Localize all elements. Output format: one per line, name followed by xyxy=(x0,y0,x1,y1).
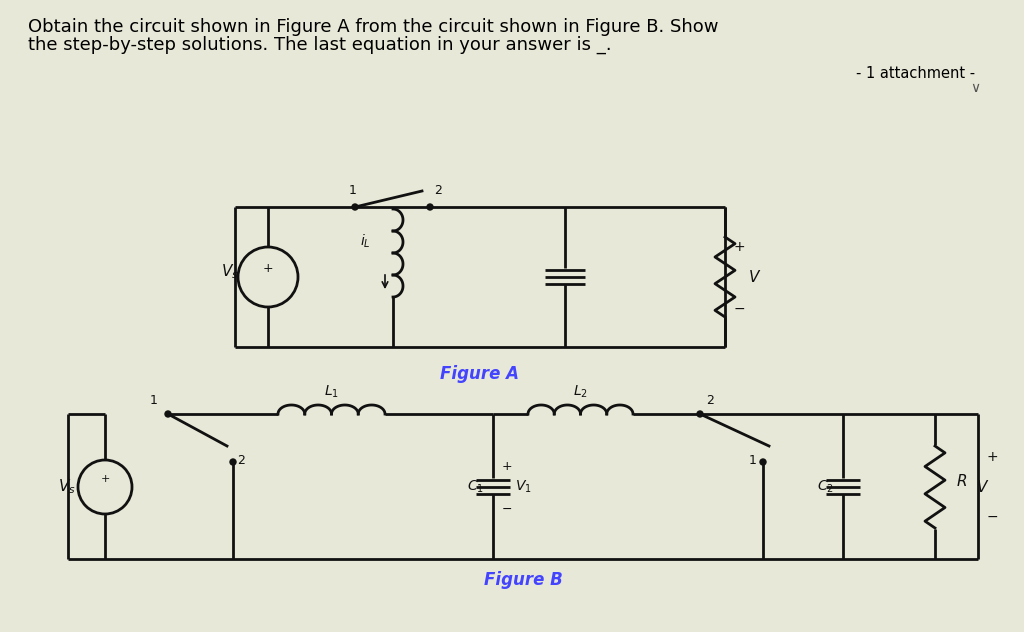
Circle shape xyxy=(760,459,766,465)
Text: V: V xyxy=(749,269,760,284)
Text: −: − xyxy=(733,302,744,316)
Text: Figure B: Figure B xyxy=(483,571,562,589)
Text: ∨: ∨ xyxy=(970,81,980,95)
Text: 2: 2 xyxy=(706,394,714,407)
Text: 1: 1 xyxy=(750,454,757,466)
Text: +: + xyxy=(263,262,273,274)
Text: 1: 1 xyxy=(151,394,158,407)
Text: Figure A: Figure A xyxy=(440,365,519,383)
Text: +: + xyxy=(502,461,512,473)
Text: $C_1$: $C_1$ xyxy=(467,479,484,495)
Circle shape xyxy=(697,411,703,417)
Text: $i_L$: $i_L$ xyxy=(360,233,371,250)
Text: $V_s$: $V_s$ xyxy=(221,263,239,281)
Text: $C_2$: $C_2$ xyxy=(817,479,834,495)
Text: −: − xyxy=(502,502,512,516)
Text: +: + xyxy=(733,240,744,254)
Circle shape xyxy=(165,411,171,417)
Text: 2: 2 xyxy=(237,454,245,466)
Text: R: R xyxy=(957,475,968,490)
Circle shape xyxy=(230,459,236,465)
Circle shape xyxy=(352,204,358,210)
Text: $V_1$: $V_1$ xyxy=(515,479,531,495)
Text: +: + xyxy=(986,450,997,464)
Text: $L_2$: $L_2$ xyxy=(573,384,588,400)
Text: $L_1$: $L_1$ xyxy=(324,384,339,400)
Text: Obtain the circuit shown in Figure A from the circuit shown in Figure B. Show: Obtain the circuit shown in Figure A fro… xyxy=(28,18,719,36)
Text: 1: 1 xyxy=(349,184,357,197)
Text: $V_s$: $V_s$ xyxy=(58,478,76,496)
Text: +: + xyxy=(100,474,110,484)
Text: - 1 attachment -: - 1 attachment - xyxy=(856,66,975,81)
Text: 2: 2 xyxy=(434,184,442,197)
Text: the step-by-step solutions. The last equation in your answer is _.: the step-by-step solutions. The last equ… xyxy=(28,36,611,54)
Circle shape xyxy=(427,204,433,210)
Text: V: V xyxy=(977,480,987,494)
Text: −: − xyxy=(986,510,997,524)
